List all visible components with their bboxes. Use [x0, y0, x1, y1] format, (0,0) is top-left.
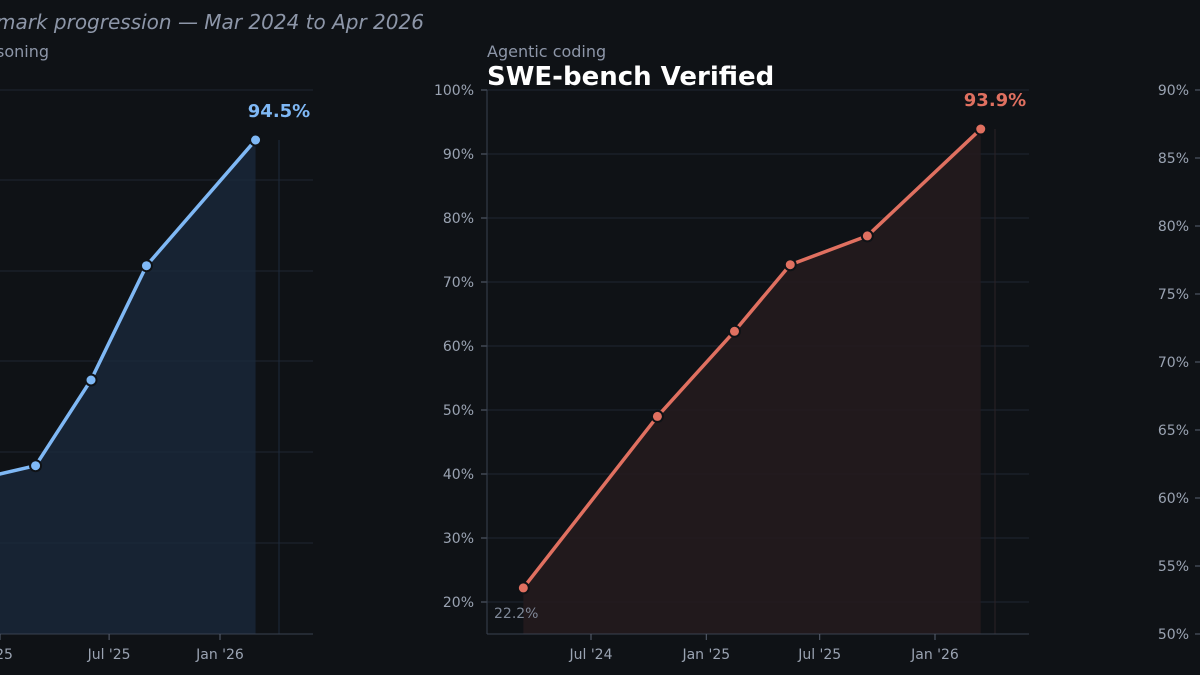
middle-x-tick-label: Jul '25 [797, 647, 841, 663]
right-y-tick-label: 90% [1158, 83, 1189, 99]
figure-suptitle: mark progression — Mar 2024 to Apr 2026 [0, 10, 424, 34]
middle-y-tick-label: 100% [434, 83, 474, 99]
right-y-tick-label: 85% [1158, 151, 1189, 167]
left-x-ticks: 25 Jul '25 Jan '26 [0, 634, 244, 663]
left-x-tick-label: Jul '25 [87, 647, 131, 663]
left-panel-subtitle: soning [0, 42, 49, 61]
middle-data-point [860, 229, 874, 243]
middle-x-ticks: Jul '24 Jan '25 Jul '25 Jan '26 [568, 634, 959, 663]
middle-y-tick-label: 90% [443, 147, 474, 163]
right-y-tick-label: 50% [1158, 627, 1189, 643]
left-data-point [249, 133, 263, 147]
right-y-tick-label: 65% [1158, 423, 1189, 439]
left-data-point [29, 459, 43, 473]
middle-data-point [516, 581, 530, 595]
left-series-points [29, 133, 263, 473]
left-area-fill [0, 140, 256, 634]
right-y-tick-label: 70% [1158, 355, 1189, 371]
middle-x-tick-label: Jan '25 [681, 647, 730, 663]
right-panel: 50% 55% 60% 65% 70% 75% 80% 85% 90% [1158, 83, 1200, 643]
middle-data-point [727, 324, 741, 338]
middle-y-tick-label: 40% [443, 467, 474, 483]
middle-series-line [521, 127, 982, 589]
middle-area-fill [523, 129, 981, 635]
middle-end-label: 93.9% [964, 90, 1026, 111]
middle-y-tick-label: 50% [443, 403, 474, 419]
middle-y-tick-label: 60% [443, 339, 474, 355]
right-y-tick-label: 80% [1158, 219, 1189, 235]
middle-x-tick-label: Jan '26 [910, 647, 959, 663]
middle-panel-title: SWE-bench Verified [487, 62, 774, 92]
left-data-point [139, 259, 153, 273]
left-x-tick-label: 25 [0, 647, 13, 663]
left-end-label: 94.5% [248, 101, 310, 122]
middle-y-tick-label: 80% [443, 211, 474, 227]
middle-start-label: 22.2% [494, 606, 538, 622]
right-y-tick-label: 75% [1158, 287, 1189, 303]
right-y-ticks: 50% 55% 60% 65% 70% 75% 80% 85% 90% [1158, 83, 1200, 643]
right-y-tick-label: 60% [1158, 491, 1189, 507]
middle-y-tick-label: 20% [443, 595, 474, 611]
middle-series-points [516, 122, 988, 595]
right-y-tick-label: 55% [1158, 559, 1189, 575]
left-panel: soning 25 Jul '25 Jan '26 94.5% [0, 42, 313, 663]
middle-data-point [783, 258, 797, 272]
middle-x-tick-label: Jul '24 [568, 647, 612, 663]
left-x-tick-label: Jan '26 [195, 647, 244, 663]
middle-panel: Agentic coding SWE-bench Verified 20% 30%… [434, 42, 1029, 663]
left-data-point [84, 373, 98, 387]
middle-panel-subtitle: Agentic coding [487, 42, 606, 61]
middle-y-tick-label: 30% [443, 531, 474, 547]
middle-y-ticks: 20% 30% 40% 50% 60% 70% 80% 90% 100% [434, 83, 487, 611]
middle-data-point [974, 122, 988, 136]
middle-y-tick-label: 70% [443, 275, 474, 291]
middle-data-point [650, 409, 664, 423]
